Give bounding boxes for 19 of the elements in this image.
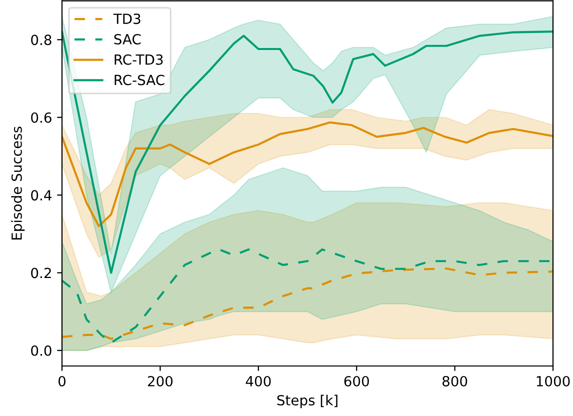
legend-label: RC-TD3 [114,54,163,65]
y-axis-title: Episode Success [11,126,25,240]
y-tick-label: 0.2 [31,268,51,278]
x-tick-label: 1000 [536,376,570,386]
legend-label: RC-SAC [114,74,164,86]
y-tick-label: 0.0 [31,345,52,356]
legend-label: SAC [114,34,141,44]
x-tick-label: 200 [148,376,173,386]
y-tick-label: 0.4 [31,190,52,201]
x-axis-title: Steps [k] [277,394,338,408]
x-tick-label: 0 [58,376,66,386]
legend-label: TD3 [113,14,140,24]
line-series [62,267,553,340]
line-series [62,121,553,228]
x-tick-label: 800 [442,376,468,386]
y-tick-label: 0.8 [31,34,52,46]
x-tick-label: 600 [344,376,369,386]
x-tick-label: 400 [246,376,271,386]
y-tick-label: 0.6 [31,112,52,123]
